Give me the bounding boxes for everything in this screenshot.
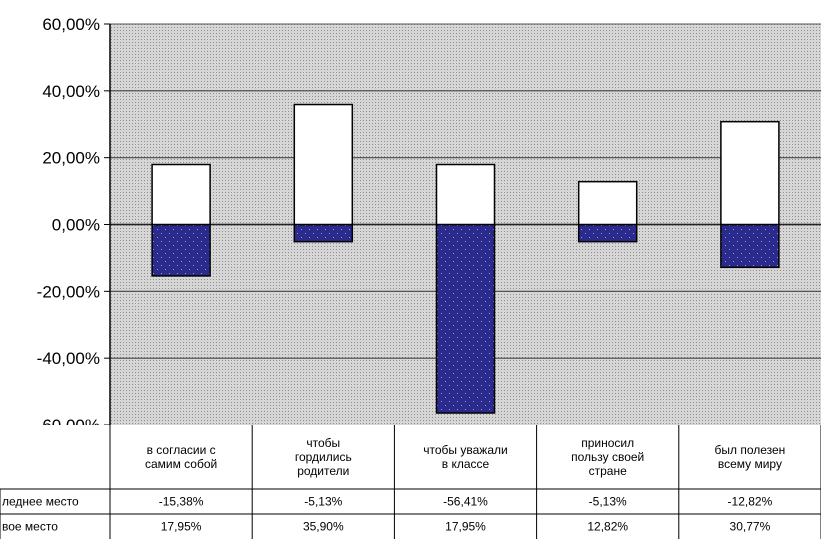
category-label: чтобы гордились родители: [295, 436, 352, 478]
y-axis: 60,00%40,00%20,00%0,00%-20,00%-40,00%-60…: [37, 15, 111, 435]
category-label: в согласии с самим собой: [145, 443, 217, 471]
bars: [151, 103, 780, 414]
data-table: в согласии с самим собой чтобы гордились род…: [0, 425, 821, 539]
y-tick-label: -20,00%: [37, 282, 100, 301]
bar-first-place: [151, 163, 211, 226]
y-tick-label: 20,00%: [42, 149, 100, 168]
bar-first-place: [577, 180, 638, 226]
bar-first-place: [435, 163, 496, 226]
table-value-cell: 17,95%: [445, 520, 486, 534]
bar-last-place: [720, 223, 780, 269]
bar-last-place: [151, 223, 211, 277]
table-value-cell: -12,82%: [728, 495, 773, 509]
bar-first-place: [293, 103, 354, 226]
table-value-cell: -56,41%: [443, 495, 488, 509]
table-value-cell: 17,95%: [161, 520, 202, 534]
table-value-cell: 35,90%: [303, 520, 344, 534]
table-row-label: леднее место: [2, 495, 79, 509]
bar-last-place: [435, 223, 496, 414]
y-tick-label: 40,00%: [42, 82, 100, 101]
category-label: приносил пользу своей стране: [571, 436, 644, 478]
y-tick-label: -40,00%: [37, 349, 100, 368]
y-tick-label: 60,00%: [42, 15, 100, 34]
table-value-cell: 12,82%: [587, 520, 628, 534]
y-tick-label: 0,00%: [52, 216, 100, 235]
bar-last-place: [577, 223, 638, 243]
table-background: [0, 425, 821, 539]
table-value-cell: -15,38%: [159, 495, 204, 509]
table-row-label: вое место: [2, 520, 58, 534]
bar-first-place: [720, 120, 780, 226]
table-value-cell: -5,13%: [304, 495, 342, 509]
table-value-cell: -5,13%: [589, 495, 627, 509]
table-value-cell: 30,77%: [730, 520, 771, 534]
category-label: был полезен всему миру: [714, 443, 785, 471]
category-label: чтобы уважали в классе: [423, 443, 507, 471]
bar-last-place: [293, 223, 354, 243]
